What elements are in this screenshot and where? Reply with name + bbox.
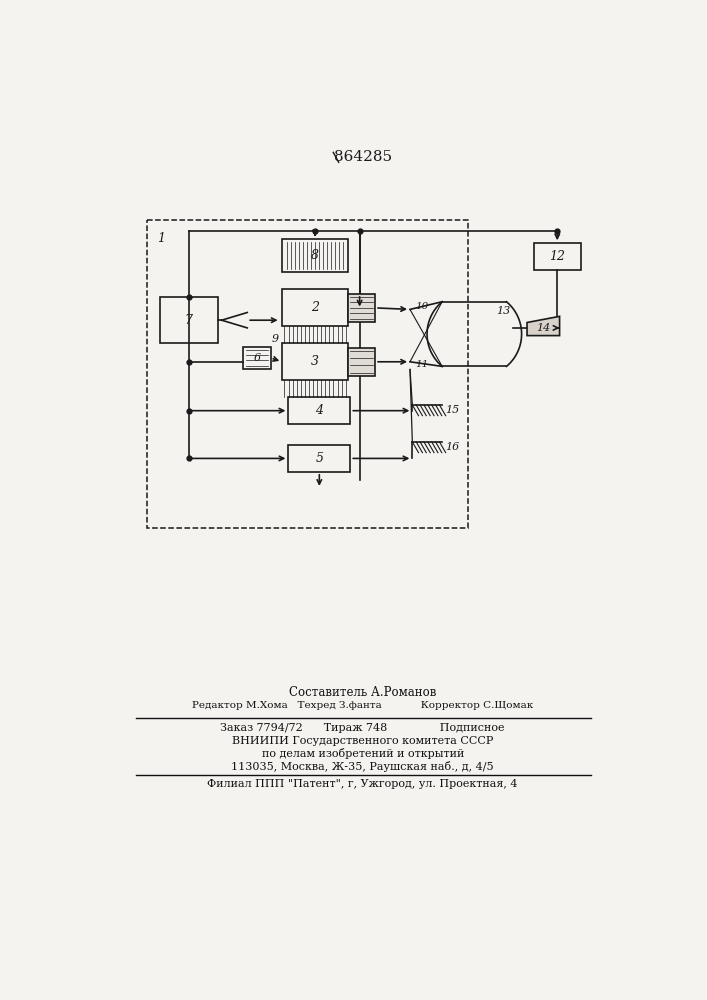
Text: 13: 13 <box>496 306 510 316</box>
Bar <box>243 347 271 369</box>
Text: 2: 2 <box>311 301 319 314</box>
Text: 14: 14 <box>536 323 551 333</box>
Text: Заказ 7794/72      Тираж 748               Подписное: Заказ 7794/72 Тираж 748 Подписное <box>221 723 505 733</box>
Bar <box>160 297 218 343</box>
Text: 3: 3 <box>311 355 319 368</box>
Text: 16: 16 <box>445 442 459 452</box>
Text: 5: 5 <box>315 452 323 465</box>
Polygon shape <box>527 316 559 336</box>
Text: по делам изобретений и открытий: по делам изобретений и открытий <box>262 748 464 759</box>
Text: 6: 6 <box>253 353 260 363</box>
Text: ВНИИПИ Государственного комитета СССР: ВНИИПИ Государственного комитета СССР <box>232 736 493 746</box>
Bar <box>282 239 348 272</box>
Bar <box>348 348 375 376</box>
Bar <box>282 289 348 326</box>
Text: 11: 11 <box>416 360 428 369</box>
Text: 8: 8 <box>311 249 319 262</box>
Bar <box>348 294 375 322</box>
Text: Филиал ППП "Патент", г, Ужгород, ул. Проектная, 4: Филиал ППП "Патент", г, Ужгород, ул. Про… <box>207 779 518 789</box>
Bar <box>534 243 580 270</box>
Text: Составитель А.Романов: Составитель А.Романов <box>289 686 436 699</box>
Text: 113035, Москва, Ж-35, Раушская наб., д, 4/5: 113035, Москва, Ж-35, Раушская наб., д, … <box>231 761 494 772</box>
Text: 12: 12 <box>549 250 566 263</box>
Text: 10: 10 <box>416 302 428 311</box>
Bar <box>282 343 348 380</box>
Text: 864285: 864285 <box>334 150 392 164</box>
Text: 7: 7 <box>185 314 193 327</box>
Text: Редактор М.Хома   Техред З.фанта            Корректор С.Щомак: Редактор М.Хома Техред З.фанта Корректор… <box>192 701 533 710</box>
Text: 15: 15 <box>445 405 459 415</box>
Bar <box>146 220 468 528</box>
Text: 1: 1 <box>158 232 165 245</box>
Bar <box>288 397 351 424</box>
Text: 9: 9 <box>271 334 279 344</box>
Bar <box>288 445 351 472</box>
Text: 4: 4 <box>315 404 323 417</box>
